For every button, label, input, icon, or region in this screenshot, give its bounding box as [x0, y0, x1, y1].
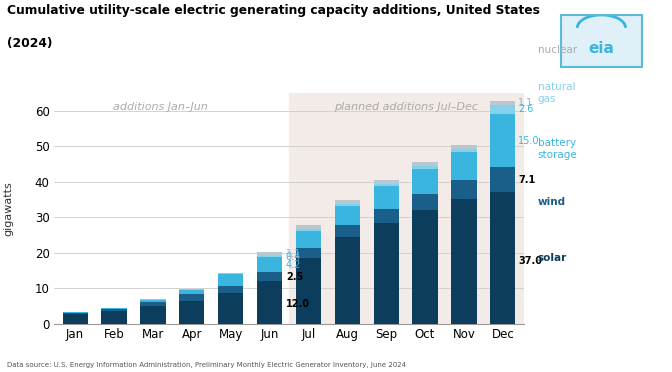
Bar — [335, 200, 360, 204]
Text: battery
storage: battery storage — [538, 138, 577, 160]
Bar — [374, 184, 398, 186]
Text: 2.5: 2.5 — [286, 272, 303, 282]
Text: solar: solar — [538, 253, 567, 263]
Bar — [413, 169, 437, 194]
Bar — [490, 101, 515, 105]
Bar — [452, 180, 476, 199]
Text: wind: wind — [538, 197, 566, 207]
Text: gigawatts: gigawatts — [3, 181, 13, 236]
Bar — [218, 273, 243, 274]
Bar — [179, 289, 204, 290]
Text: 12.0: 12.0 — [286, 299, 310, 310]
Bar — [289, 93, 524, 324]
Bar — [335, 206, 360, 225]
Bar — [452, 145, 476, 149]
Bar — [335, 204, 360, 206]
Bar — [257, 281, 282, 324]
Bar — [101, 310, 126, 311]
Bar — [452, 199, 476, 324]
Bar — [218, 274, 243, 286]
Text: 7.1: 7.1 — [518, 175, 536, 185]
Bar — [490, 167, 515, 192]
Bar — [296, 229, 321, 231]
Text: (2024): (2024) — [7, 37, 52, 50]
Bar — [490, 105, 515, 114]
Text: natural
gas: natural gas — [538, 82, 575, 104]
Text: additions Jan–Jun: additions Jan–Jun — [114, 102, 208, 112]
Text: 15.0: 15.0 — [518, 135, 540, 145]
Bar — [62, 312, 88, 314]
Bar — [140, 302, 165, 306]
Bar — [374, 209, 398, 222]
Bar — [218, 294, 243, 324]
Text: Cumulative utility-scale electric generating capacity additions, United States: Cumulative utility-scale electric genera… — [7, 4, 540, 17]
Bar — [179, 301, 204, 324]
Text: planned additions Jul–Dec: planned additions Jul–Dec — [333, 102, 478, 112]
Bar — [335, 225, 360, 237]
Bar — [296, 258, 321, 324]
Bar — [179, 294, 204, 301]
Bar — [413, 166, 437, 169]
Bar — [62, 314, 88, 324]
Text: nuclear: nuclear — [538, 45, 577, 55]
Bar — [257, 272, 282, 281]
Text: 4.2: 4.2 — [286, 260, 301, 270]
Bar — [296, 231, 321, 248]
Text: eia: eia — [589, 41, 614, 56]
Bar — [374, 180, 398, 184]
Text: 1.1: 1.1 — [286, 249, 301, 259]
Bar — [179, 290, 204, 294]
Bar — [490, 114, 515, 167]
Bar — [335, 237, 360, 324]
Text: 2.6: 2.6 — [518, 104, 534, 114]
Text: Data source: U.S. Energy Information Administration, Preliminary Monthly Electri: Data source: U.S. Energy Information Adm… — [7, 362, 406, 368]
Bar — [257, 252, 282, 256]
Text: 1.1: 1.1 — [518, 98, 534, 108]
Bar — [452, 152, 476, 180]
Bar — [296, 225, 321, 229]
Text: 0.4: 0.4 — [286, 251, 301, 262]
Bar — [296, 248, 321, 258]
Bar — [374, 186, 398, 209]
Bar — [452, 149, 476, 152]
Bar — [257, 256, 282, 257]
Bar — [218, 286, 243, 294]
Bar — [257, 257, 282, 272]
Bar — [413, 194, 437, 210]
Text: 37.0: 37.0 — [518, 256, 542, 266]
Bar — [374, 222, 398, 324]
Bar — [413, 162, 437, 166]
Bar — [413, 210, 437, 324]
Bar — [490, 192, 515, 324]
Bar — [140, 306, 165, 324]
Bar — [101, 308, 126, 310]
Bar — [101, 311, 126, 324]
Bar — [140, 299, 165, 302]
